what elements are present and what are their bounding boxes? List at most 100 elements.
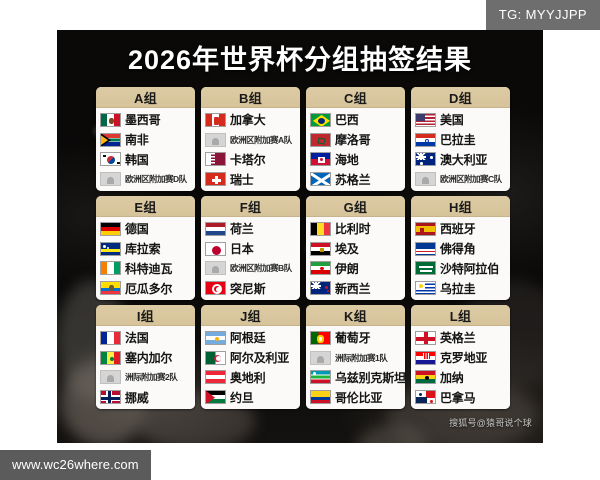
- group-card-title: B组: [201, 87, 300, 108]
- team-name: 突尼斯: [230, 281, 266, 296]
- flag-icon-qatar: [205, 152, 226, 167]
- group-card-title: D组: [411, 87, 510, 108]
- flag-icon-cape-verde: [415, 241, 436, 256]
- team-row: 阿尔及利亚: [205, 348, 297, 367]
- flag-icon-curacao: [100, 241, 121, 256]
- team-name: 科特迪瓦: [125, 261, 173, 276]
- flag-icon-japan: [205, 241, 226, 256]
- flag-icon-playoff: [100, 370, 121, 385]
- flag-icon-brazil: [310, 112, 331, 127]
- team-name: 法国: [125, 331, 149, 346]
- flag-icon-portugal: [310, 330, 331, 345]
- team-name: 阿尔及利亚: [230, 351, 290, 366]
- team-row: 加拿大: [205, 110, 297, 129]
- team-name: 佛得角: [440, 242, 476, 257]
- team-row: 葡萄牙: [310, 328, 402, 347]
- team-row: 比利时: [310, 219, 402, 238]
- flag-icon-colombia: [310, 390, 331, 405]
- flag-icon-scotland: [310, 172, 331, 187]
- team-row: 新西兰: [310, 279, 402, 298]
- team-row: 约旦: [205, 388, 297, 407]
- group-card-G组: G组比利时埃及伊朗新西兰: [306, 196, 405, 300]
- team-name: 塞内加尔: [125, 351, 173, 366]
- flag-icon-iran: [310, 261, 331, 276]
- flag-icon-argentina: [205, 330, 226, 345]
- team-name: 韩国: [125, 152, 149, 167]
- flag-icon-netherlands: [205, 221, 226, 236]
- group-card-title: I组: [96, 305, 195, 326]
- team-name: 卡塔尔: [230, 152, 266, 167]
- flag-icon-new-zealand: [310, 281, 331, 296]
- flag-icon-playoff: [205, 132, 226, 147]
- flag-icon-egypt: [310, 241, 331, 256]
- group-team-list: 西班牙 佛得角 沙特阿拉伯 乌拉圭: [411, 217, 510, 300]
- team-name: 挪威: [125, 390, 149, 405]
- team-name: 伊朗: [335, 261, 359, 276]
- group-team-list: 墨西哥 南非 韩国 欧洲区附加赛D队: [96, 108, 195, 191]
- team-row: 乌拉圭: [415, 279, 507, 298]
- team-row: 洲际附加赛2队: [100, 368, 192, 387]
- flag-icon-saudi-arabia: [415, 261, 436, 276]
- flag-icon-canada: [205, 112, 226, 127]
- team-name: 克罗地亚: [440, 351, 488, 366]
- flag-icon-france: [100, 330, 121, 345]
- group-card-B组: B组 加拿大 欧洲区附加赛A队 卡塔尔 瑞士: [201, 87, 300, 191]
- team-row: 韩国: [100, 150, 192, 169]
- team-row: 欧洲区附加赛B队: [205, 259, 297, 278]
- flag-icon-uzbekistan: [310, 370, 331, 385]
- flag-icon-paraguay: [415, 132, 436, 147]
- group-team-list: 法国塞内加尔洲际附加赛2队挪威: [96, 326, 195, 409]
- team-row: 伊朗: [310, 259, 402, 278]
- group-card-D组: D组 美国 巴拉圭 澳大利亚 欧洲区附加赛C队: [411, 87, 510, 191]
- team-name: 德国: [125, 222, 149, 237]
- team-row: 海地: [310, 150, 402, 169]
- team-name: 摩洛哥: [335, 133, 371, 148]
- team-name: 欧洲区附加赛B队: [230, 263, 292, 274]
- team-name: 英格兰: [440, 331, 476, 346]
- team-row: 美国: [415, 110, 507, 129]
- team-row: 库拉索: [100, 239, 192, 258]
- flag-icon-panama: [415, 390, 436, 405]
- flag-icon-south-africa: [100, 132, 121, 147]
- team-row: 洲际附加赛1队: [310, 348, 402, 367]
- group-card-title: J组: [201, 305, 300, 326]
- group-card-title: H组: [411, 196, 510, 217]
- team-name: 阿根廷: [230, 331, 266, 346]
- group-card-title: K组: [306, 305, 405, 326]
- flag-icon-playoff: [205, 261, 226, 276]
- team-name: 埃及: [335, 242, 359, 257]
- team-name: 墨西哥: [125, 113, 161, 128]
- team-name: 巴西: [335, 113, 359, 128]
- group-card-title: G组: [306, 196, 405, 217]
- flag-icon-usa: [415, 112, 436, 127]
- team-name: 澳大利亚: [440, 152, 488, 167]
- team-row: 阿根廷: [205, 328, 297, 347]
- team-row: 佛得角: [415, 239, 507, 258]
- telegram-badge: TG: MYYJJPP: [485, 0, 600, 30]
- flag-icon-senegal: [100, 350, 121, 365]
- team-name: 南非: [125, 133, 149, 148]
- team-row: 挪威: [100, 388, 192, 407]
- flag-icon-playoff: [310, 350, 331, 365]
- flag-icon-norway: [100, 390, 121, 405]
- flag-icon-england: [415, 330, 436, 345]
- team-name: 乌拉圭: [440, 281, 476, 296]
- flag-icon-mexico: [100, 112, 121, 127]
- team-name: 加纳: [440, 370, 464, 385]
- site-url-badge: www.wc26where.com: [0, 450, 151, 480]
- group-card-title: L组: [411, 305, 510, 326]
- group-card-title: F组: [201, 196, 300, 217]
- team-row: 巴拉圭: [415, 130, 507, 149]
- group-card-L组: L组 英格兰 克罗地亚 加纳 巴拿马: [411, 305, 510, 409]
- group-team-list: 巴西 摩洛哥 海地 苏格兰: [306, 108, 405, 191]
- team-row: 乌兹别克斯坦: [310, 368, 405, 387]
- background-photographer: [357, 425, 427, 443]
- team-row: 墨西哥: [100, 110, 192, 129]
- team-name: 库拉索: [125, 242, 161, 257]
- team-row: 突尼斯: [205, 279, 297, 298]
- group-team-list: 阿根廷 阿尔及利亚 奥地利 约旦: [201, 326, 300, 409]
- team-row: 欧洲区附加赛A队: [205, 130, 297, 149]
- flag-icon-switzerland: [205, 172, 226, 187]
- page-title: 2026年世界杯分组抽签结果: [127, 45, 473, 75]
